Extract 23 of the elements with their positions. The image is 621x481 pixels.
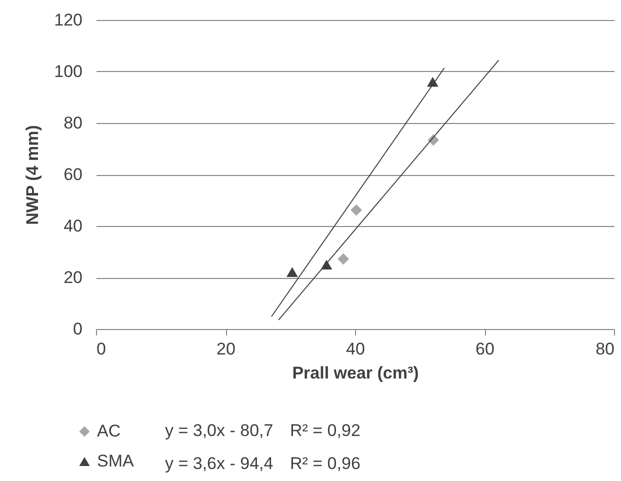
x-tick-label: 20 xyxy=(216,340,236,358)
text: y = 3,0x - 80,7 xyxy=(165,421,274,440)
y-tick-label: 80 xyxy=(64,114,82,132)
y-tick-label: 120 xyxy=(54,10,82,30)
x-tick-label: 0 xyxy=(96,340,106,358)
text: y = 3,6x - 94,4 xyxy=(165,454,274,473)
y-tick-label: 100 xyxy=(54,62,82,81)
point xyxy=(286,267,298,278)
text: R² = 0,92 xyxy=(290,421,360,440)
x-tick-label: 40 xyxy=(346,340,365,358)
y-tick-label: 60 xyxy=(64,165,82,184)
x-tick-label: 60 xyxy=(476,340,494,358)
y-tick-label: 20 xyxy=(64,268,82,287)
point xyxy=(338,253,350,265)
y-tick-label: 0 xyxy=(73,320,82,338)
x-axis-title: Prall wear (cm³) xyxy=(292,364,419,382)
legend-label: SMA xyxy=(97,452,134,470)
text: R² = 0,96 xyxy=(290,454,360,473)
y-axis-title: NWP (4 mm) xyxy=(23,125,42,225)
y-tick-label: 40 xyxy=(64,216,82,236)
legend-label: AC xyxy=(97,422,121,440)
x-tick-label: 80 xyxy=(596,340,614,358)
point xyxy=(350,204,362,216)
